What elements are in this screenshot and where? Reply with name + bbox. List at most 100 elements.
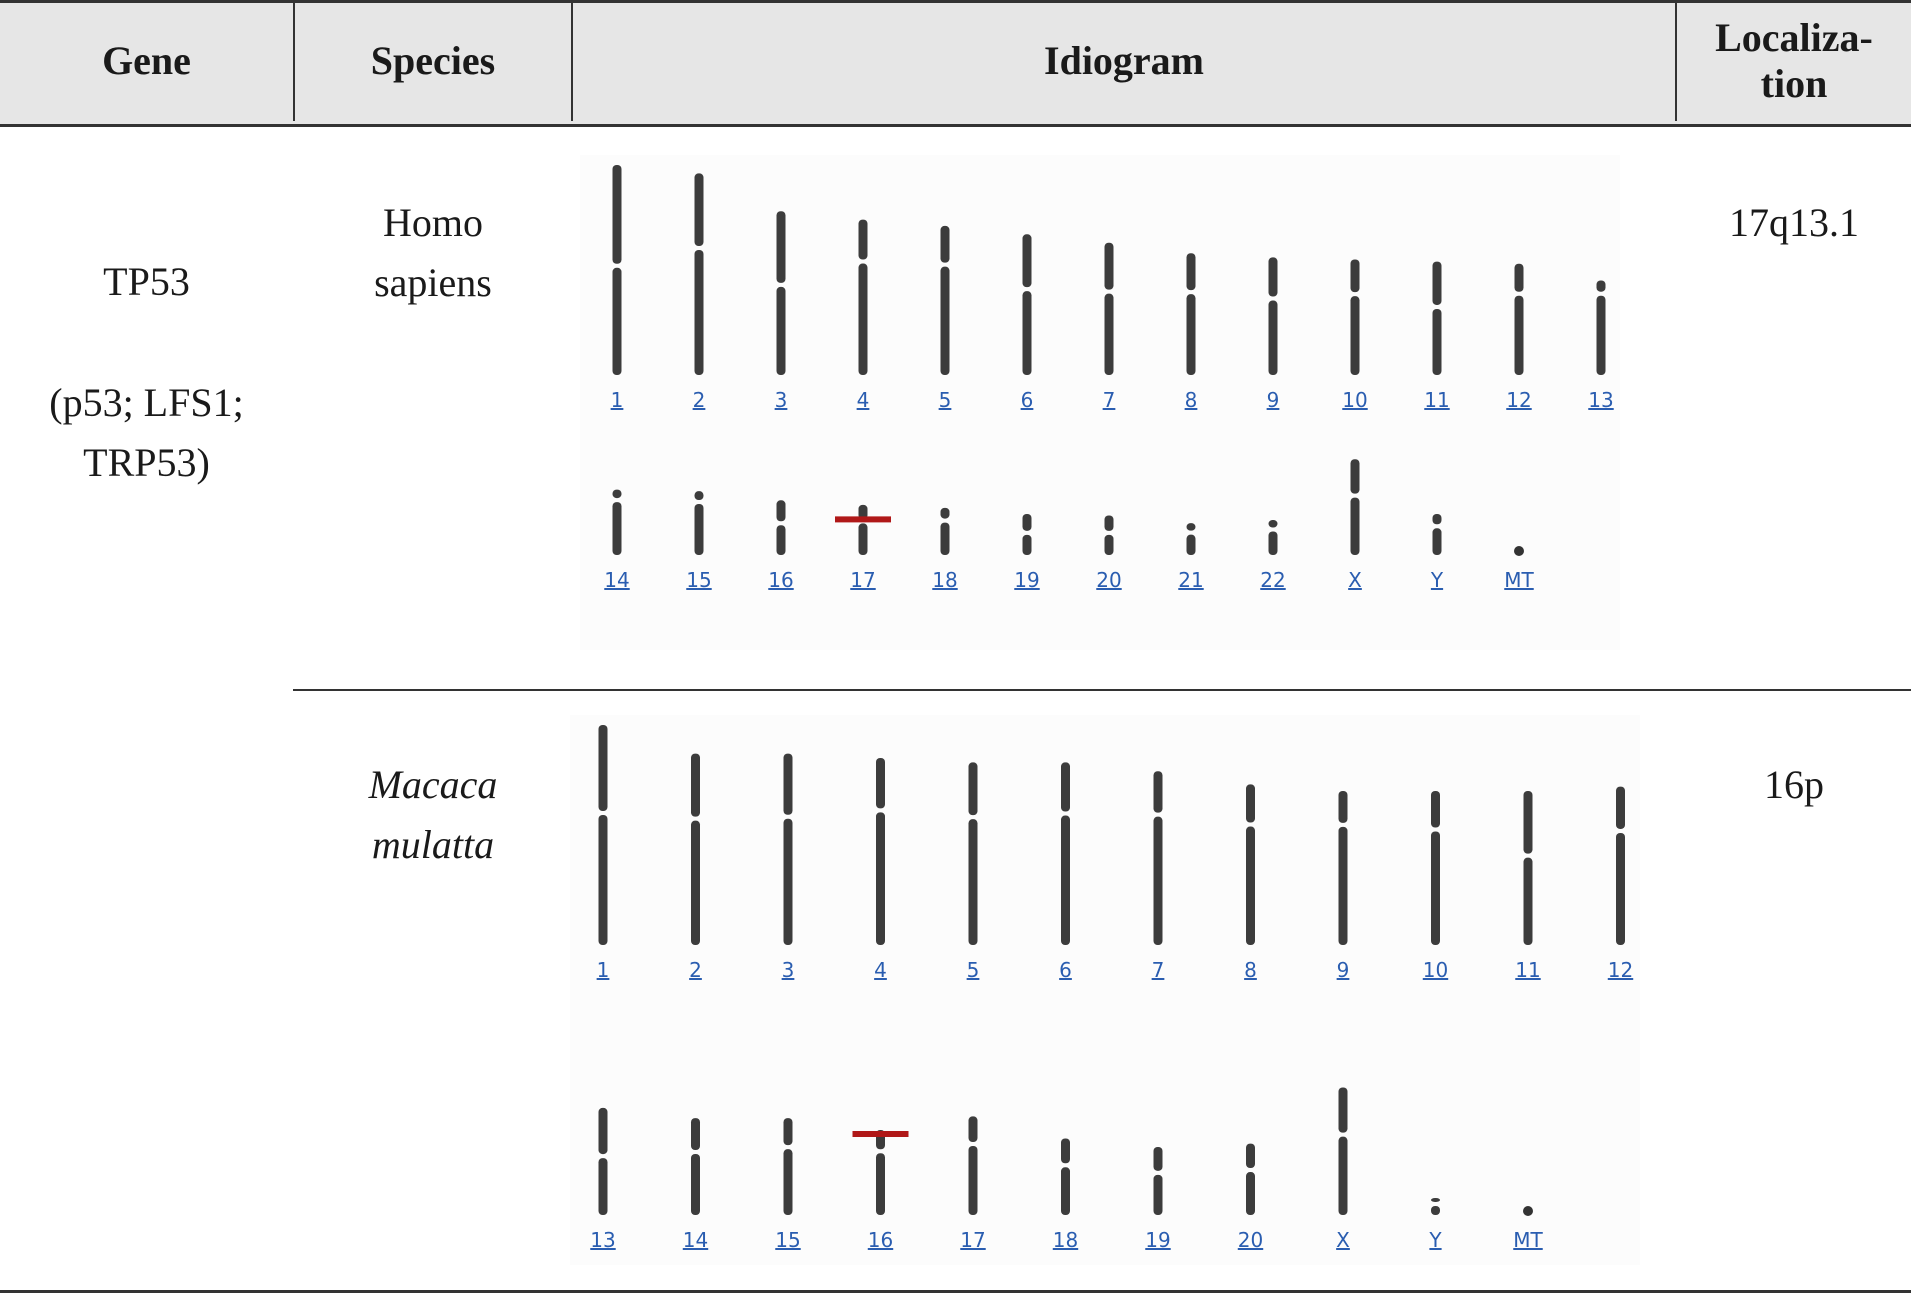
chromosome-q-arm	[1268, 300, 1278, 375]
chromosome-label[interactable]: MT	[1513, 1228, 1543, 1252]
chromosome-label[interactable]: 16	[868, 1228, 893, 1252]
chromosome-q-arm	[598, 1158, 608, 1215]
chromosome-label[interactable]: 3	[782, 958, 795, 982]
chromosome: 19	[1145, 1147, 1171, 1252]
chromosome: 13	[1588, 280, 1614, 412]
chromosome-label[interactable]: 2	[693, 388, 706, 412]
chromosome-q-arm	[1338, 826, 1348, 945]
chromosome-label[interactable]: 5	[939, 388, 952, 412]
chromosome-label[interactable]: 14	[683, 1228, 708, 1252]
chromosome-label[interactable]: 14	[604, 568, 629, 592]
gene-locus-marker	[835, 516, 891, 523]
chromosome-label[interactable]: 8	[1185, 388, 1198, 412]
chromosome-label[interactable]: 16	[768, 568, 793, 592]
chromosome-label[interactable]: 20	[1238, 1228, 1263, 1252]
chromosome-label[interactable]: 3	[775, 388, 788, 412]
chromosome-p-arm	[1431, 791, 1440, 828]
chromosome-label[interactable]: 12	[1608, 958, 1633, 982]
chromosome-p-arm	[1338, 791, 1348, 823]
chromosome-label[interactable]: 13	[590, 1228, 615, 1252]
chromosome-label[interactable]: 17	[960, 1228, 985, 1252]
chromosome-p-arm	[612, 165, 622, 264]
chromosome-q-arm	[612, 267, 622, 375]
chromosome-label[interactable]: 10	[1423, 958, 1448, 982]
chromosome-label[interactable]: 9	[1267, 388, 1280, 412]
chromosome: 5	[939, 225, 952, 412]
chromosome-p-arm	[1350, 259, 1360, 293]
chromosome: 16	[852, 1130, 909, 1252]
chromosome-label[interactable]: 2	[689, 958, 702, 982]
chromosome-label[interactable]: 19	[1014, 568, 1039, 592]
chromosome: X	[1348, 459, 1362, 592]
header-localization-line1: Localiza-	[1715, 14, 1873, 60]
chromosome-label[interactable]: X	[1348, 568, 1362, 592]
chromosome-label[interactable]: 12	[1506, 388, 1531, 412]
chromosome-p-arm	[1246, 1143, 1255, 1169]
species-name-line1: Homo	[383, 200, 483, 245]
header-localization-line2: tion	[1760, 60, 1828, 106]
chromosome: MT	[1513, 1206, 1544, 1252]
chromosome-p-arm	[968, 1116, 978, 1143]
chromosome-p-arm	[612, 489, 622, 499]
chromosome-p-arm	[940, 225, 950, 263]
chromosome-p-arm	[783, 753, 793, 815]
chromosome-q-arm	[1022, 534, 1032, 555]
chromosome-label[interactable]: 1	[611, 388, 624, 412]
chromosome-p-arm	[776, 211, 786, 283]
chromosome-label[interactable]: 15	[775, 1228, 800, 1252]
chromosome-label[interactable]: 11	[1515, 958, 1540, 982]
chromosome-label[interactable]: 1	[597, 958, 610, 982]
chromosome-q-arm	[1186, 294, 1196, 375]
chromosome-p-arm	[1022, 234, 1032, 288]
chromosome-label[interactable]: 20	[1096, 568, 1121, 592]
chromosome: MT	[1504, 546, 1535, 592]
chromosome-mt-dot	[1523, 1206, 1533, 1216]
chromosome: Y	[1430, 513, 1444, 592]
chromosome-q-arm	[612, 502, 622, 555]
chromosome-label[interactable]: Y	[1428, 1228, 1442, 1252]
chromosome-p-arm	[1061, 1138, 1070, 1164]
chromosome: 6	[1059, 762, 1072, 982]
chromosome-label[interactable]: 19	[1145, 1228, 1170, 1252]
chromosome-label[interactable]: 9	[1337, 958, 1350, 982]
chromosome-label[interactable]: 7	[1103, 388, 1116, 412]
chromosome-label[interactable]: 11	[1424, 388, 1449, 412]
chromosome-label[interactable]: 17	[850, 568, 875, 592]
chromosome-label[interactable]: 18	[1053, 1228, 1078, 1252]
chromosome-p-arm	[1596, 280, 1606, 292]
chromosome-label[interactable]: 13	[1588, 388, 1613, 412]
chromosome-label[interactable]: 6	[1021, 388, 1034, 412]
chromosome-label[interactable]: 7	[1152, 958, 1165, 982]
chromosome-label[interactable]: 10	[1342, 388, 1367, 412]
chromosome-label[interactable]: 4	[874, 958, 887, 982]
row-divider	[293, 689, 1911, 691]
chromosome-p-arm	[1514, 263, 1524, 292]
chromosome: 20	[1096, 515, 1122, 592]
chromosome-q-arm	[1432, 528, 1442, 555]
chromosome-label[interactable]: 5	[967, 958, 980, 982]
chromosome-p-arm	[940, 507, 950, 519]
chromosome-q-arm	[1153, 1174, 1163, 1215]
chromosome-q-arm	[776, 525, 786, 555]
chromosome-label[interactable]: 6	[1059, 958, 1072, 982]
chromosome-label[interactable]: 18	[932, 568, 957, 592]
chromosome-label[interactable]: 4	[857, 388, 870, 412]
chromosome-label[interactable]: MT	[1504, 568, 1534, 592]
chromosome-label[interactable]: X	[1336, 1228, 1350, 1252]
chromosome-p-arm	[1338, 1087, 1348, 1133]
chromosome-label[interactable]: 15	[686, 568, 711, 592]
chromosome-p-arm	[1104, 515, 1114, 531]
chromosome: 18	[1053, 1138, 1078, 1252]
species-name-line2: sapiens	[374, 260, 492, 305]
chromosome-mt-dot	[1514, 546, 1524, 556]
chromosome: 2	[689, 753, 702, 982]
chromosome-p-arm	[1432, 513, 1442, 525]
chromosome-label[interactable]: 22	[1260, 568, 1285, 592]
chromosome-label[interactable]: 8	[1244, 958, 1257, 982]
chromosome-q-arm	[1104, 534, 1114, 555]
chromosome: 22	[1260, 520, 1286, 592]
chromosome: 6	[1021, 234, 1034, 412]
chromosome-label[interactable]: Y	[1430, 568, 1444, 592]
chromosome: 9	[1267, 257, 1280, 412]
chromosome-label[interactable]: 21	[1178, 568, 1203, 592]
